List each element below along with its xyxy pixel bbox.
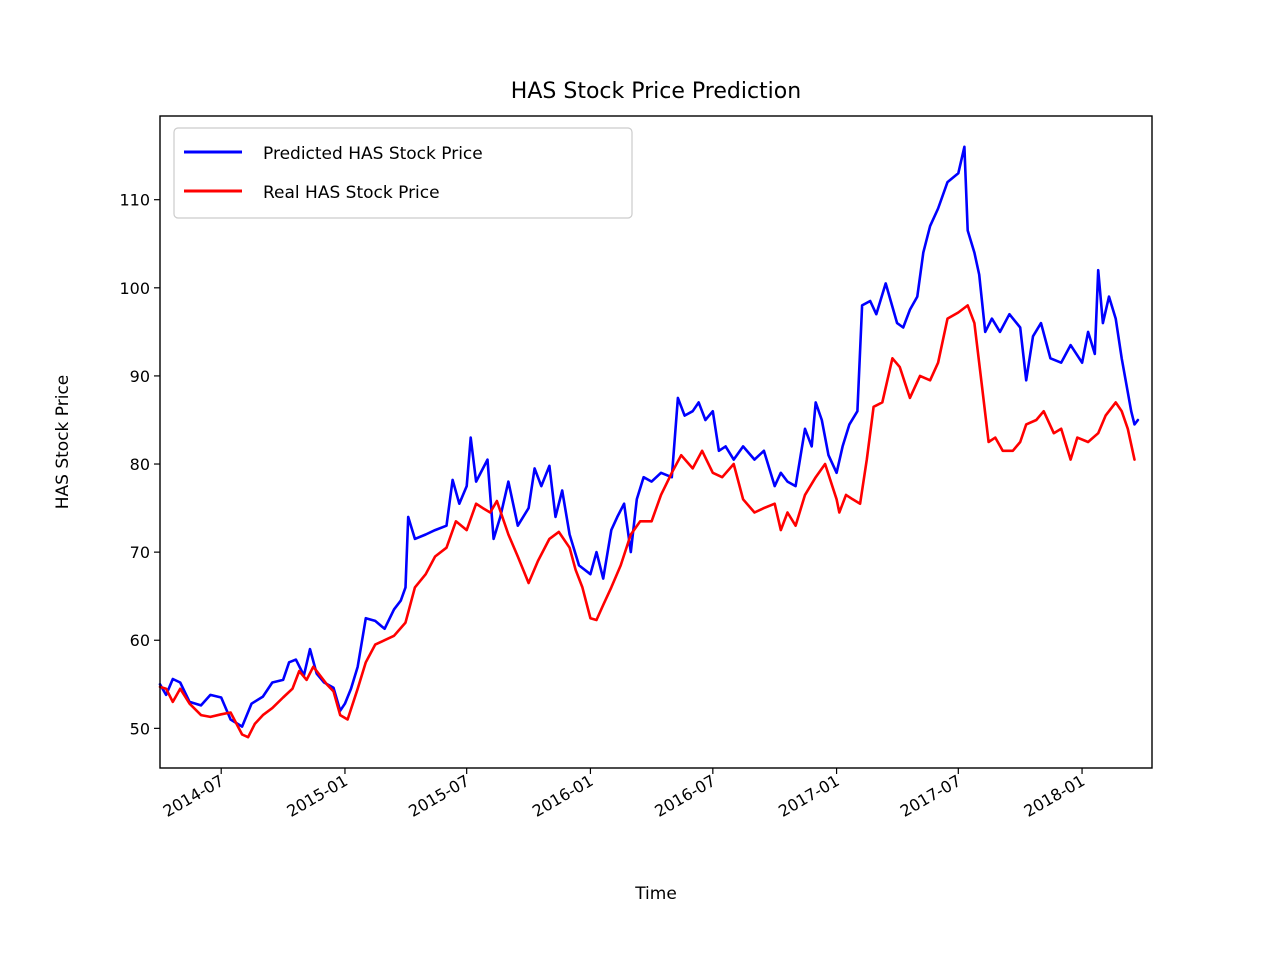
- y-axis-label: HAS Stock Price: [53, 375, 73, 510]
- y-tick-label: 100: [119, 279, 150, 298]
- y-tick-label: 110: [119, 191, 150, 210]
- y-tick-label: 70: [130, 543, 150, 562]
- chart-title: HAS Stock Price Prediction: [511, 79, 801, 104]
- plot-frame: [159, 115, 1153, 769]
- legend-label-predicted: Predicted HAS Stock Price: [263, 144, 483, 164]
- series-line-real: [158, 304, 1136, 739]
- y-tick-label: 50: [130, 719, 150, 738]
- x-axis-label: Time: [634, 884, 677, 904]
- y-tick-label: 80: [130, 455, 150, 474]
- series-line-predicted: [158, 145, 1140, 728]
- legend-label-real: Real HAS Stock Price: [263, 183, 440, 203]
- legend: Predicted HAS Stock Price Real HAS Stock…: [173, 127, 633, 219]
- plot-area: [158, 145, 1140, 739]
- y-tick-label: 90: [130, 367, 150, 386]
- legend-box: [173, 127, 633, 219]
- y-tick-label: 60: [130, 631, 150, 650]
